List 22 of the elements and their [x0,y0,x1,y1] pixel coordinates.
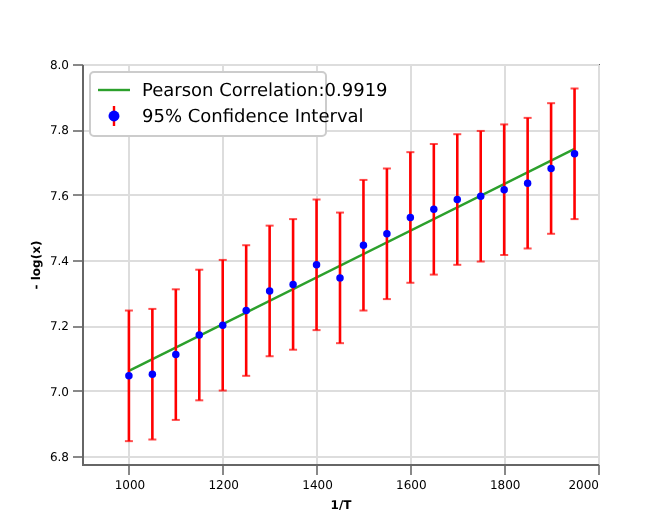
legend-label: 95% Confidence Interval [142,108,364,128]
point [547,164,555,173]
legend-label: Pearson Correlation:0.9919 [142,82,389,102]
point [289,280,297,289]
point [148,370,157,378]
point [523,179,532,187]
point [242,306,250,315]
point [195,331,204,339]
point [359,241,368,249]
point [125,372,133,380]
point [500,185,508,194]
point [312,261,321,269]
point [476,192,485,200]
point [336,274,344,282]
point [430,205,438,214]
point [453,195,462,204]
point [570,150,579,158]
point [406,213,415,222]
point [265,287,274,295]
point [218,321,227,329]
point [172,350,180,359]
point [383,230,391,238]
